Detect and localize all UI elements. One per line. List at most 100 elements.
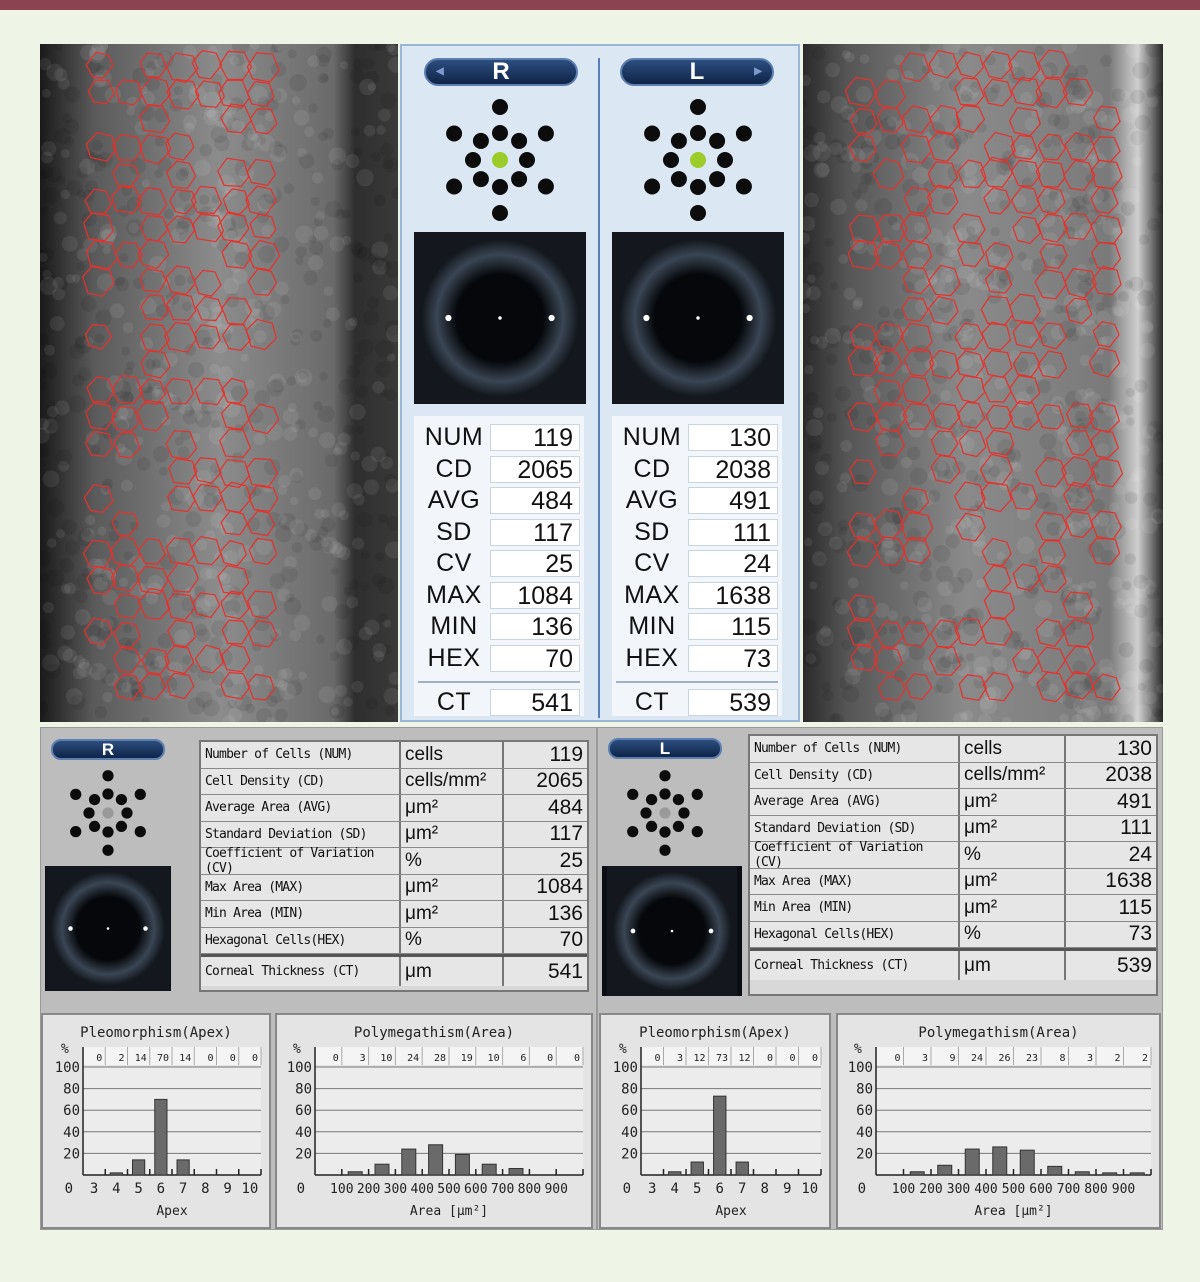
- bin-value-label: 12: [693, 1053, 705, 1064]
- y-tick-label: 20: [295, 1146, 312, 1162]
- result-row-cd: CD 2038: [616, 454, 778, 486]
- bin-value-label: 8: [1059, 1053, 1065, 1064]
- cell-outline: [191, 535, 222, 566]
- y-tick-label: 40: [295, 1125, 312, 1141]
- fixation-target-icon: [644, 99, 752, 221]
- cell-outline: [247, 403, 280, 435]
- x-axis-label: Area [μm²]: [974, 1204, 1052, 1219]
- x-tick-label: 5: [693, 1181, 701, 1197]
- y-tick-label: 20: [621, 1146, 638, 1162]
- report-panel-right-eye: R Number of Cells (NUM) cells 119 Cell Dens…: [40, 727, 597, 1230]
- fixation-dot: [134, 788, 146, 800]
- result-row-avg: AVG 484: [418, 485, 580, 517]
- result-row: Corneal Thickness (CT) μm 539: [750, 948, 1156, 980]
- cell-outline: [984, 242, 1014, 270]
- y-axis-unit: %: [619, 1042, 627, 1057]
- cell-outline: [111, 184, 143, 214]
- result-row-num: NUM 130: [616, 422, 778, 454]
- fixation-dot: [690, 179, 706, 195]
- x-tick-label: 100: [330, 1182, 353, 1197]
- bin-value-label: 28: [434, 1053, 446, 1064]
- arrow-right-icon: ▶: [754, 66, 762, 77]
- fixation-dot: [691, 826, 703, 838]
- cell-outline: [1034, 268, 1067, 300]
- x-tick-label: 10: [801, 1181, 818, 1197]
- eye-label: R: [492, 58, 510, 85]
- cell-outline: [247, 239, 281, 271]
- fixation-dot: [709, 171, 726, 188]
- metric-label: CD: [633, 454, 671, 483]
- specular-image-left-eye: [803, 44, 1163, 722]
- y-tick-label: 20: [856, 1146, 873, 1162]
- cell-outline: [87, 79, 115, 105]
- cell-outline: [83, 617, 113, 646]
- cell-outline: [900, 322, 933, 353]
- metric-label: CV: [634, 549, 670, 578]
- reflection-dot: [643, 314, 650, 322]
- result-row-max: MAX 1638: [616, 580, 778, 612]
- metric-label: AVG: [625, 486, 679, 515]
- cell-outline: [873, 378, 903, 407]
- cell-outline: [246, 80, 275, 107]
- x-axis-label: Apex: [156, 1204, 187, 1219]
- cell-outline: [956, 159, 987, 189]
- pleomorphism-chart: Pleomorphism(Apex)% 20 40 60 80 100 0 0 3 2 4 14 5 70…: [41, 1013, 271, 1229]
- bar: [1129, 1172, 1145, 1176]
- x-tick-label: 6: [157, 1181, 165, 1197]
- fixation-dot: [102, 844, 114, 856]
- result-row-hex: HEX 73: [616, 643, 778, 675]
- bin-value-label: 3: [677, 1053, 683, 1064]
- metric-value: 484: [490, 487, 580, 515]
- bin-value-label: 3: [922, 1053, 928, 1064]
- header-bar: [0, 0, 1200, 10]
- eye-selector-left[interactable]: L ▶: [620, 58, 774, 86]
- fixation-dot: [492, 99, 508, 115]
- bin-value-label: 0: [812, 1053, 818, 1064]
- cell-outline: [899, 52, 931, 83]
- fixation-dot: [709, 132, 726, 149]
- cell-outline: [928, 50, 959, 79]
- fixation-dot: [446, 125, 463, 142]
- metric-label: Number of Cells (NUM): [750, 736, 960, 762]
- metric-label: Max Area (MAX): [750, 868, 960, 894]
- fixation-dot: [670, 171, 687, 188]
- cell-outline: [221, 240, 253, 269]
- specular-image-right-eye: [40, 44, 398, 722]
- metric-unit: cells: [401, 742, 504, 768]
- fixation-dot: [472, 171, 489, 188]
- result-row: Coefficient of Variation (CV)% 24: [750, 840, 1156, 870]
- cell-outline: [221, 377, 249, 404]
- result-row-avg: AVG 491: [616, 485, 778, 517]
- cell-outline: [139, 268, 167, 293]
- cell-outline: [165, 52, 199, 84]
- metric-value: 73: [1066, 921, 1156, 947]
- metric-unit: μm²: [960, 789, 1066, 815]
- fixation-dot: [519, 152, 535, 168]
- metric-label: AVG: [427, 486, 481, 515]
- fixation-dot: [627, 788, 639, 800]
- cell-outline: [982, 375, 1012, 403]
- cell-outline: [193, 324, 221, 350]
- cell-outline: [111, 511, 139, 537]
- bar: [109, 1172, 123, 1176]
- fixation-center-dot: [659, 807, 671, 819]
- bin-value-label: 24: [971, 1053, 983, 1064]
- y-tick-label: 100: [848, 1060, 873, 1076]
- cell-outline: [194, 377, 226, 406]
- metric-label: SD: [634, 517, 670, 546]
- metric-label: Cell Density (CD): [750, 762, 960, 788]
- bar: [347, 1171, 363, 1176]
- cell-outline: [220, 103, 252, 134]
- bin-value-label: 26: [998, 1053, 1010, 1064]
- eye-selector-right[interactable]: ◀ R: [424, 58, 578, 86]
- cell-outline: [1037, 564, 1067, 594]
- result-row-ct: CT 541: [418, 681, 580, 717]
- cell-outline: [85, 402, 115, 430]
- x-tick-label: 3: [648, 1181, 656, 1197]
- bin-value-label: 2: [118, 1053, 124, 1064]
- cell-outline: [141, 647, 170, 675]
- cell-outline: [138, 103, 171, 134]
- result-row-max: MAX 1084: [418, 580, 580, 612]
- cell-outline: [1011, 159, 1041, 188]
- cell-outline: [192, 592, 221, 619]
